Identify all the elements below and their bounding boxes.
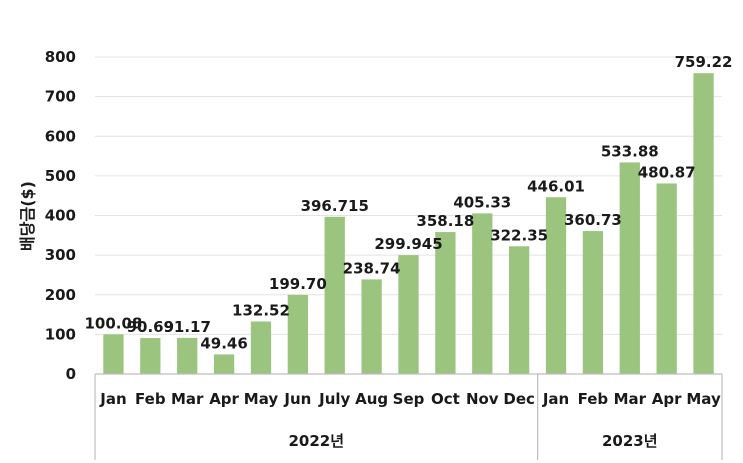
bar [509, 246, 530, 374]
group-label: 2023년 [602, 432, 658, 450]
bar [656, 183, 677, 374]
bar [693, 73, 714, 375]
data-label: 405.33 [453, 193, 511, 211]
bar [545, 197, 567, 374]
data-label: 199.70 [269, 275, 327, 293]
data-label: 90.69 [127, 318, 174, 336]
bar [250, 321, 272, 374]
bar [361, 279, 382, 374]
data-label: 360.73 [564, 211, 622, 229]
y-tick-label: 600 [45, 127, 76, 145]
data-label: 299.945 [374, 235, 442, 253]
x-tick-label: Mar [614, 390, 647, 408]
data-label: 238.74 [343, 259, 401, 277]
y-tick-label: 800 [45, 48, 76, 66]
y-axis-label: 배당금($) [18, 181, 37, 251]
x-tick-label: Aug [355, 390, 388, 408]
bar [435, 232, 456, 374]
gridlines [95, 56, 722, 335]
x-tick-label: Apr [652, 390, 682, 408]
y-tick-label: 300 [45, 246, 76, 264]
bar [472, 213, 493, 374]
x-tick-label: Oct [431, 390, 460, 408]
data-label: 132.52 [232, 301, 290, 319]
x-tick-label: May [686, 390, 721, 408]
bar [103, 334, 124, 374]
y-tick-label: 400 [45, 207, 76, 225]
y-tick-label: 700 [45, 88, 76, 106]
x-tick-label: Jan [542, 390, 569, 408]
bar [398, 255, 419, 374]
data-label: 49.46 [200, 334, 247, 352]
bar [287, 294, 308, 374]
y-tick-label: 0 [66, 365, 76, 383]
x-tick-label: Dec [503, 390, 535, 408]
x-tick-label: Feb [135, 390, 166, 408]
bar [177, 337, 198, 374]
bar [582, 231, 604, 374]
x-tick-label: July [318, 390, 350, 408]
y-tick-label: 100 [45, 325, 76, 343]
x-tick-label: May [244, 390, 279, 408]
x-tick-label: Sep [393, 390, 425, 408]
y-tick-label: 200 [45, 286, 76, 304]
data-label: 100.08 [84, 314, 142, 332]
data-label: 91.17 [163, 318, 210, 336]
bar [619, 162, 640, 374]
data-label: 533.88 [601, 142, 659, 160]
data-label: 396.715 [301, 197, 369, 215]
y-tick-label: 500 [45, 167, 76, 185]
x-tick-label: Nov [466, 390, 499, 408]
x-tick-label: Mar [171, 390, 204, 408]
x-tick-label: Feb [578, 390, 609, 408]
data-label: 759.22 [675, 53, 733, 71]
data-label: 446.01 [527, 177, 585, 195]
x-tick-label: Jun [283, 390, 311, 408]
x-tick-label: Apr [209, 390, 239, 408]
data-label: 322.35 [490, 226, 548, 244]
data-label: 358.18 [416, 212, 474, 230]
bar [213, 354, 235, 374]
bar [324, 216, 345, 374]
x-axis: Jan Feb Mar Apr May Jun July Aug Sep Oct Nov Dec Jan… [94, 373, 723, 460]
bars [103, 73, 714, 375]
x-tick-label: Jan [99, 390, 126, 408]
group-label: 2022년 [289, 432, 345, 450]
y-ticks: 0 100 200 300 400 500 600 700 800 [45, 48, 76, 383]
bar [140, 338, 161, 374]
data-label: 480.87 [638, 163, 696, 181]
